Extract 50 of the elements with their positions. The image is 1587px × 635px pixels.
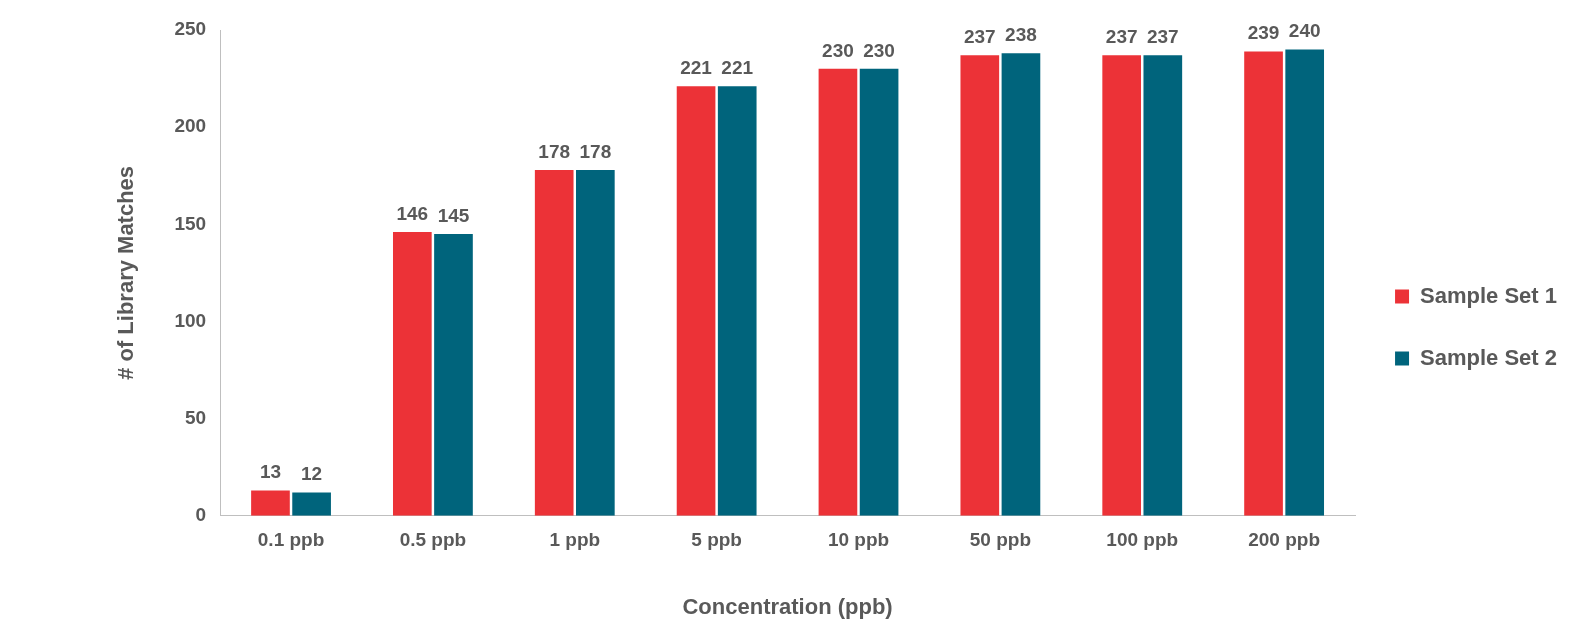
data-label: 238 — [1005, 24, 1037, 46]
bar — [393, 232, 432, 516]
bar — [717, 86, 757, 516]
y-tick-label: 0 — [195, 504, 207, 526]
bar — [676, 86, 716, 516]
data-label: 12 — [301, 463, 323, 485]
data-label: 145 — [437, 204, 470, 226]
bar — [251, 490, 290, 516]
y-tick-label: 50 — [184, 406, 207, 428]
x-tick-label: 10 ppb — [827, 529, 890, 551]
x-tick-label: 0.5 ppb — [399, 529, 467, 551]
data-label: 230 — [863, 39, 895, 61]
data-label: 146 — [396, 202, 429, 224]
data-label: 240 — [1288, 20, 1321, 42]
bar — [292, 492, 331, 516]
bar — [1001, 53, 1041, 516]
legend-label: Sample Set 2 — [1420, 344, 1557, 370]
bar — [1143, 55, 1183, 516]
x-tick-label: 200 ppb — [1248, 529, 1321, 551]
bar — [1244, 51, 1283, 516]
y-tick-label: 200 — [174, 115, 207, 137]
y-tick-label: 250 — [174, 18, 207, 40]
data-label: 230 — [822, 39, 854, 61]
data-label: 178 — [579, 140, 612, 162]
bar — [434, 234, 473, 516]
x-tick-label: 5 ppb — [691, 529, 742, 551]
bar — [1102, 55, 1142, 516]
x-axis-title: Concentration (ppb) — [682, 593, 893, 619]
bar — [576, 169, 615, 516]
bar — [960, 55, 1000, 516]
data-label: 221 — [680, 57, 713, 79]
x-tick-label: 100 ppb — [1106, 529, 1179, 551]
bar — [534, 169, 574, 516]
data-label: 221 — [721, 57, 754, 79]
data-label: 237 — [1105, 26, 1138, 47]
y-axis-title: # of Library Matches — [113, 165, 139, 380]
data-label: 13 — [259, 461, 282, 483]
x-tick-label: 1 ppb — [549, 529, 601, 551]
legend-label: Sample Set 1 — [1420, 282, 1557, 308]
y-tick-label: 100 — [174, 309, 207, 331]
data-label: 178 — [538, 140, 571, 162]
data-label: 237 — [963, 26, 996, 47]
data-label: 237 — [1146, 26, 1179, 47]
x-tick-label: 0.1 ppb — [257, 529, 325, 551]
x-tick-label: 50 ppb — [969, 529, 1031, 551]
bar — [859, 68, 899, 516]
y-tick-label: 150 — [174, 212, 207, 234]
data-label: 239 — [1247, 22, 1280, 44]
bar — [818, 68, 858, 516]
bar — [1285, 49, 1325, 516]
